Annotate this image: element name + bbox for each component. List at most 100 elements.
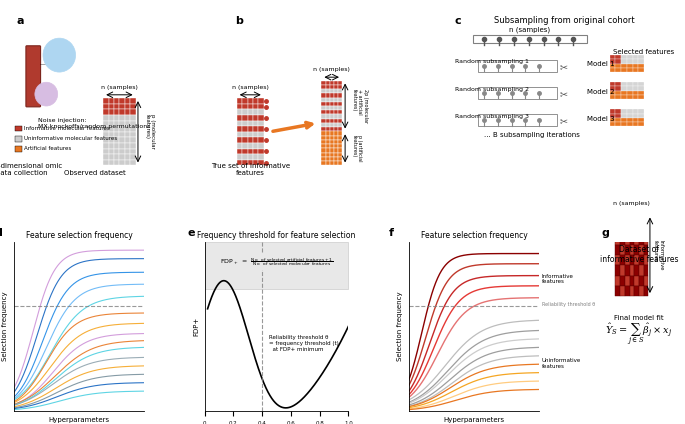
Bar [334, 106, 338, 110]
Text: Uninformative molecular features: Uninformative molecular features [24, 136, 117, 141]
Bar [329, 157, 334, 161]
Bar [334, 157, 338, 161]
Bar [119, 104, 125, 109]
Bar [103, 132, 109, 137]
Bar [109, 160, 114, 165]
Bar [237, 137, 242, 143]
Bar [329, 140, 334, 144]
Bar [621, 109, 627, 114]
Bar [325, 144, 329, 148]
Text: f: f [389, 228, 394, 238]
Bar [627, 118, 632, 122]
Bar [329, 110, 334, 114]
Title: Feature selection frequency: Feature selection frequency [421, 231, 527, 240]
Text: p (molecular
features): p (molecular features) [145, 114, 155, 149]
Bar [334, 98, 338, 102]
Bar [338, 127, 342, 131]
Bar [325, 106, 329, 110]
Bar [258, 132, 264, 137]
Bar [627, 95, 632, 99]
Circle shape [43, 38, 75, 72]
Bar [258, 143, 264, 148]
Bar [610, 86, 615, 91]
Bar [329, 93, 334, 98]
Bar [615, 86, 621, 91]
Bar [644, 255, 649, 265]
Bar [329, 114, 334, 119]
Bar [610, 118, 615, 122]
Bar [130, 115, 136, 120]
Bar [639, 286, 644, 296]
Bar [258, 104, 264, 109]
Text: n (samples): n (samples) [614, 201, 650, 206]
Bar [242, 132, 247, 137]
Bar [253, 143, 258, 148]
Bar [644, 245, 649, 255]
Bar [621, 91, 627, 95]
Bar [477, 114, 558, 126]
Bar [621, 59, 627, 64]
Bar [325, 140, 329, 144]
Bar [621, 55, 627, 59]
Bar [325, 153, 329, 157]
Bar [338, 144, 342, 148]
Bar [621, 114, 627, 118]
Text: $\mathrm{FDP_+}$  =  $\frac{\mathrm{No.\ of\ selected\ artificial\ features + 1}: $\mathrm{FDP_+}$ = $\frac{\mathrm{No.\ o… [220, 256, 334, 268]
Bar [258, 98, 264, 104]
Bar [644, 225, 649, 235]
Bar [325, 148, 329, 153]
Bar [321, 123, 325, 127]
Bar [247, 104, 253, 109]
Bar [237, 126, 242, 132]
Bar [334, 85, 338, 89]
Bar [114, 160, 119, 165]
Bar [634, 265, 639, 276]
Bar [610, 68, 615, 72]
Bar [329, 131, 334, 136]
Bar [242, 143, 247, 148]
Bar [638, 91, 644, 95]
Text: Reliability threshold θ: Reliability threshold θ [542, 302, 595, 307]
Bar [258, 148, 264, 154]
Bar [329, 127, 334, 131]
Bar [632, 122, 638, 126]
Bar [325, 110, 329, 114]
Bar [114, 115, 119, 120]
Bar [632, 64, 638, 68]
Bar [325, 157, 329, 161]
Bar [237, 148, 242, 154]
Bar [103, 137, 109, 143]
Bar [638, 55, 644, 59]
Bar [114, 143, 119, 148]
Bar [321, 127, 325, 131]
Bar [130, 120, 136, 126]
Bar [632, 55, 638, 59]
Bar [103, 154, 109, 160]
Bar [634, 276, 639, 286]
Bar [119, 154, 125, 160]
Bar [114, 137, 119, 143]
Bar [632, 109, 638, 114]
Bar [247, 132, 253, 137]
Bar [237, 109, 242, 115]
Bar [237, 154, 242, 160]
Bar [325, 131, 329, 136]
Bar [334, 119, 338, 123]
Text: Model 2: Model 2 [587, 89, 614, 95]
Bar [638, 122, 644, 126]
Bar [125, 154, 130, 160]
Bar [321, 144, 325, 148]
Bar [325, 127, 329, 131]
Bar [109, 148, 114, 154]
Bar [125, 104, 130, 109]
Bar [615, 68, 621, 72]
Text: e: e [188, 228, 195, 238]
Bar [334, 93, 338, 98]
FancyBboxPatch shape [205, 242, 349, 289]
Bar [242, 160, 247, 165]
Bar [247, 160, 253, 165]
Bar [130, 126, 136, 132]
Bar [258, 115, 264, 120]
Bar [125, 109, 130, 115]
Bar [321, 85, 325, 89]
